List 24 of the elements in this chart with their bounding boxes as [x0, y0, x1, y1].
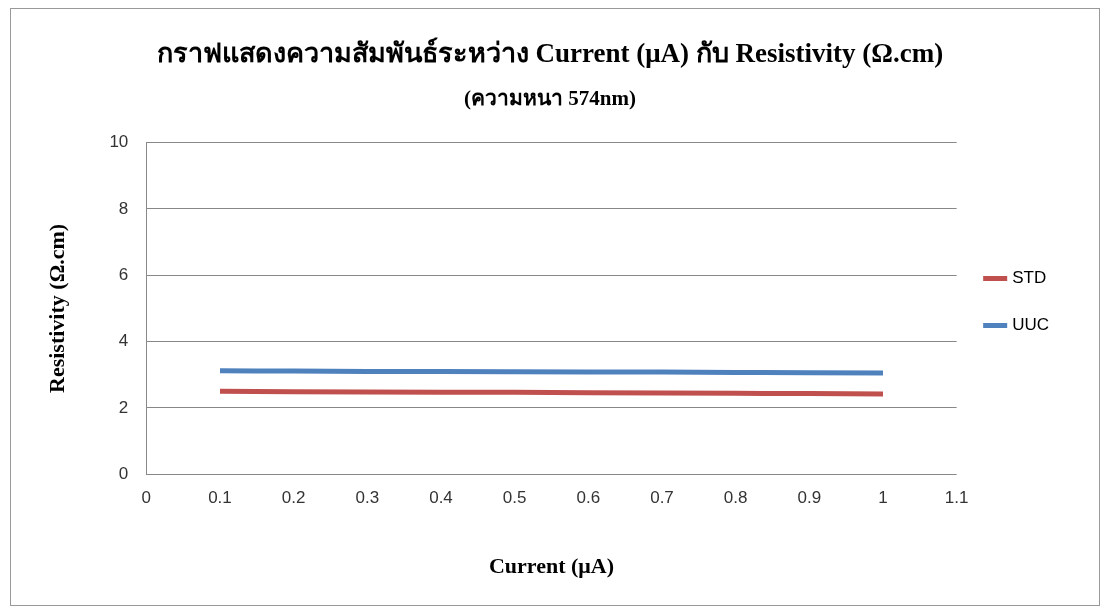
y-tick-label: 2 [118, 397, 129, 417]
legend-label: UUC [1012, 315, 1050, 335]
y-tick-label: 6 [118, 264, 129, 284]
x-tick-label: 0.7 [650, 488, 674, 508]
x-tick-label: 0 [141, 488, 152, 508]
x-tick-label: 1.1 [944, 488, 969, 508]
x-tick-label: 0.4 [429, 488, 453, 508]
chart-title: กราฟแสดงความสัมพันธ์ระหว่าง Current (μA) กับ Resistivity (Ω.cm) [156, 37, 944, 69]
x-tick-label: 0.1 [208, 488, 232, 508]
y-tick-label: 4 [118, 331, 129, 351]
x-tick-label: 1 [878, 488, 888, 508]
y-tick-label: 8 [118, 198, 129, 218]
y-axis-title: Resistivity (Ω.cm) [43, 223, 69, 393]
x-tick-label: 0.9 [797, 488, 822, 508]
y-tick-label: 10 [109, 132, 129, 152]
y-tick-label: 0 [118, 463, 129, 483]
x-tick-label: 0.3 [355, 488, 380, 508]
x-tick-label: 0.5 [502, 488, 527, 508]
x-tick-label: 0.2 [281, 488, 306, 508]
legend-label: STD [1012, 268, 1047, 288]
x-tick-label: 0.8 [723, 488, 748, 508]
x-tick-label: 0.6 [576, 488, 601, 508]
chart-subtitle: (ความหนา 574nm) [464, 86, 636, 111]
x-axis-title: Current (μA) [488, 553, 615, 579]
